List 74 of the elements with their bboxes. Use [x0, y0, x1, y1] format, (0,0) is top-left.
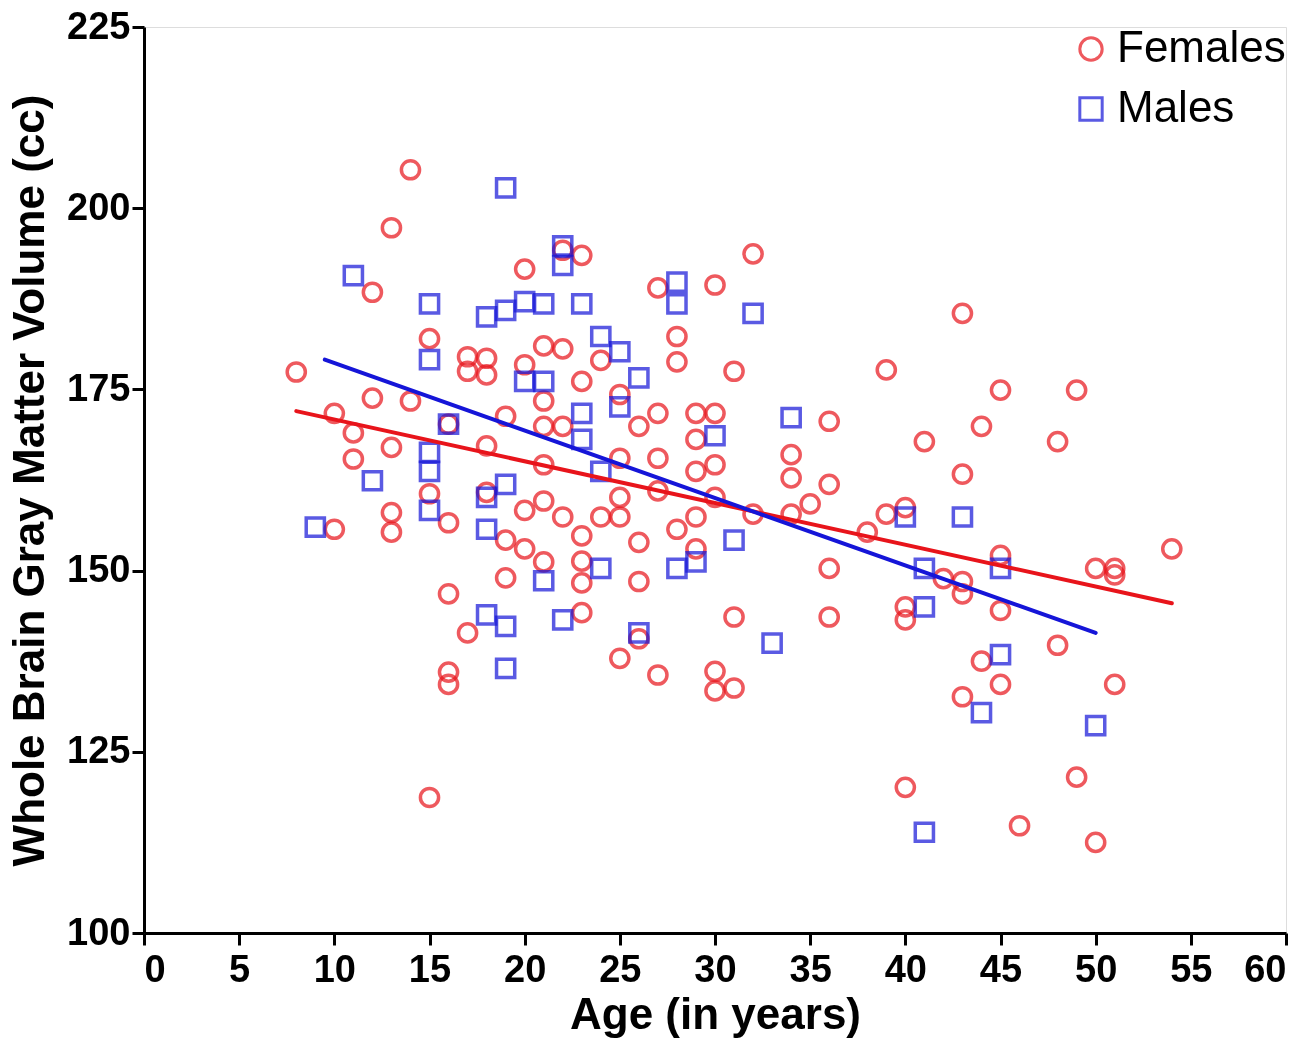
point	[494, 299, 517, 322]
x-tick-label: 45	[979, 947, 1023, 990]
point	[570, 293, 593, 315]
x-tick-label: 5	[229, 947, 251, 990]
point	[494, 177, 517, 199]
point	[494, 473, 517, 496]
point	[666, 557, 688, 580]
point	[304, 516, 327, 538]
point	[685, 551, 707, 573]
legend-label: Females	[1117, 22, 1286, 71]
point	[475, 306, 498, 328]
point	[989, 557, 1012, 580]
y-axis-title: Whole Brain Gray Matter Volume (cc)	[4, 94, 54, 867]
x-tick-label: 50	[1075, 947, 1118, 990]
point	[589, 557, 612, 580]
y-tick-label: 100	[67, 910, 131, 953]
point	[704, 424, 726, 447]
x-tick-label: 60	[1244, 947, 1287, 990]
point	[551, 235, 574, 257]
point	[475, 603, 498, 626]
point	[723, 529, 745, 551]
y-tick-label: 125	[67, 729, 131, 772]
point	[742, 302, 764, 325]
point	[951, 506, 974, 528]
point	[609, 395, 631, 418]
y-tick-label: 200	[67, 185, 131, 228]
point	[551, 254, 574, 277]
point	[628, 366, 650, 389]
point	[475, 518, 498, 541]
point	[494, 615, 517, 638]
point	[342, 264, 365, 287]
x-tick-label: 20	[504, 947, 547, 990]
point	[551, 609, 574, 631]
point	[532, 569, 555, 592]
legend-label: Males	[1117, 82, 1235, 131]
y-tick-label: 225	[67, 4, 131, 47]
point	[589, 325, 612, 348]
x-tick-label: 30	[694, 947, 737, 990]
point	[532, 293, 555, 315]
point	[532, 370, 555, 393]
point	[494, 657, 517, 680]
point	[628, 622, 650, 644]
point	[1084, 714, 1107, 737]
x-tick-label: 15	[408, 947, 452, 990]
point	[361, 469, 384, 492]
x-tick-label: 55	[1170, 947, 1213, 990]
x-tick-label: 40	[884, 947, 927, 990]
point	[475, 486, 498, 509]
x-tick-label: 35	[789, 947, 832, 990]
point	[894, 506, 917, 528]
point	[570, 428, 593, 451]
point	[418, 460, 441, 483]
x-tick-label: 10	[313, 947, 356, 990]
point	[609, 340, 631, 363]
x-tick-label: 0	[144, 947, 166, 990]
point	[913, 557, 936, 580]
x-tick-label: 25	[599, 947, 642, 990]
point	[513, 370, 536, 393]
point	[418, 293, 441, 315]
point	[780, 406, 802, 429]
point	[666, 293, 688, 315]
y-tick-label: 150	[67, 548, 131, 591]
point	[989, 643, 1012, 666]
point	[513, 290, 536, 313]
point	[913, 821, 936, 844]
point	[666, 271, 688, 293]
point	[913, 596, 936, 618]
x-axis-title: Age (in years)	[570, 988, 861, 1038]
point	[570, 402, 593, 425]
y-tick-label: 175	[67, 366, 131, 409]
point	[761, 632, 783, 654]
point	[418, 499, 441, 522]
point	[418, 348, 441, 371]
point	[970, 701, 993, 724]
